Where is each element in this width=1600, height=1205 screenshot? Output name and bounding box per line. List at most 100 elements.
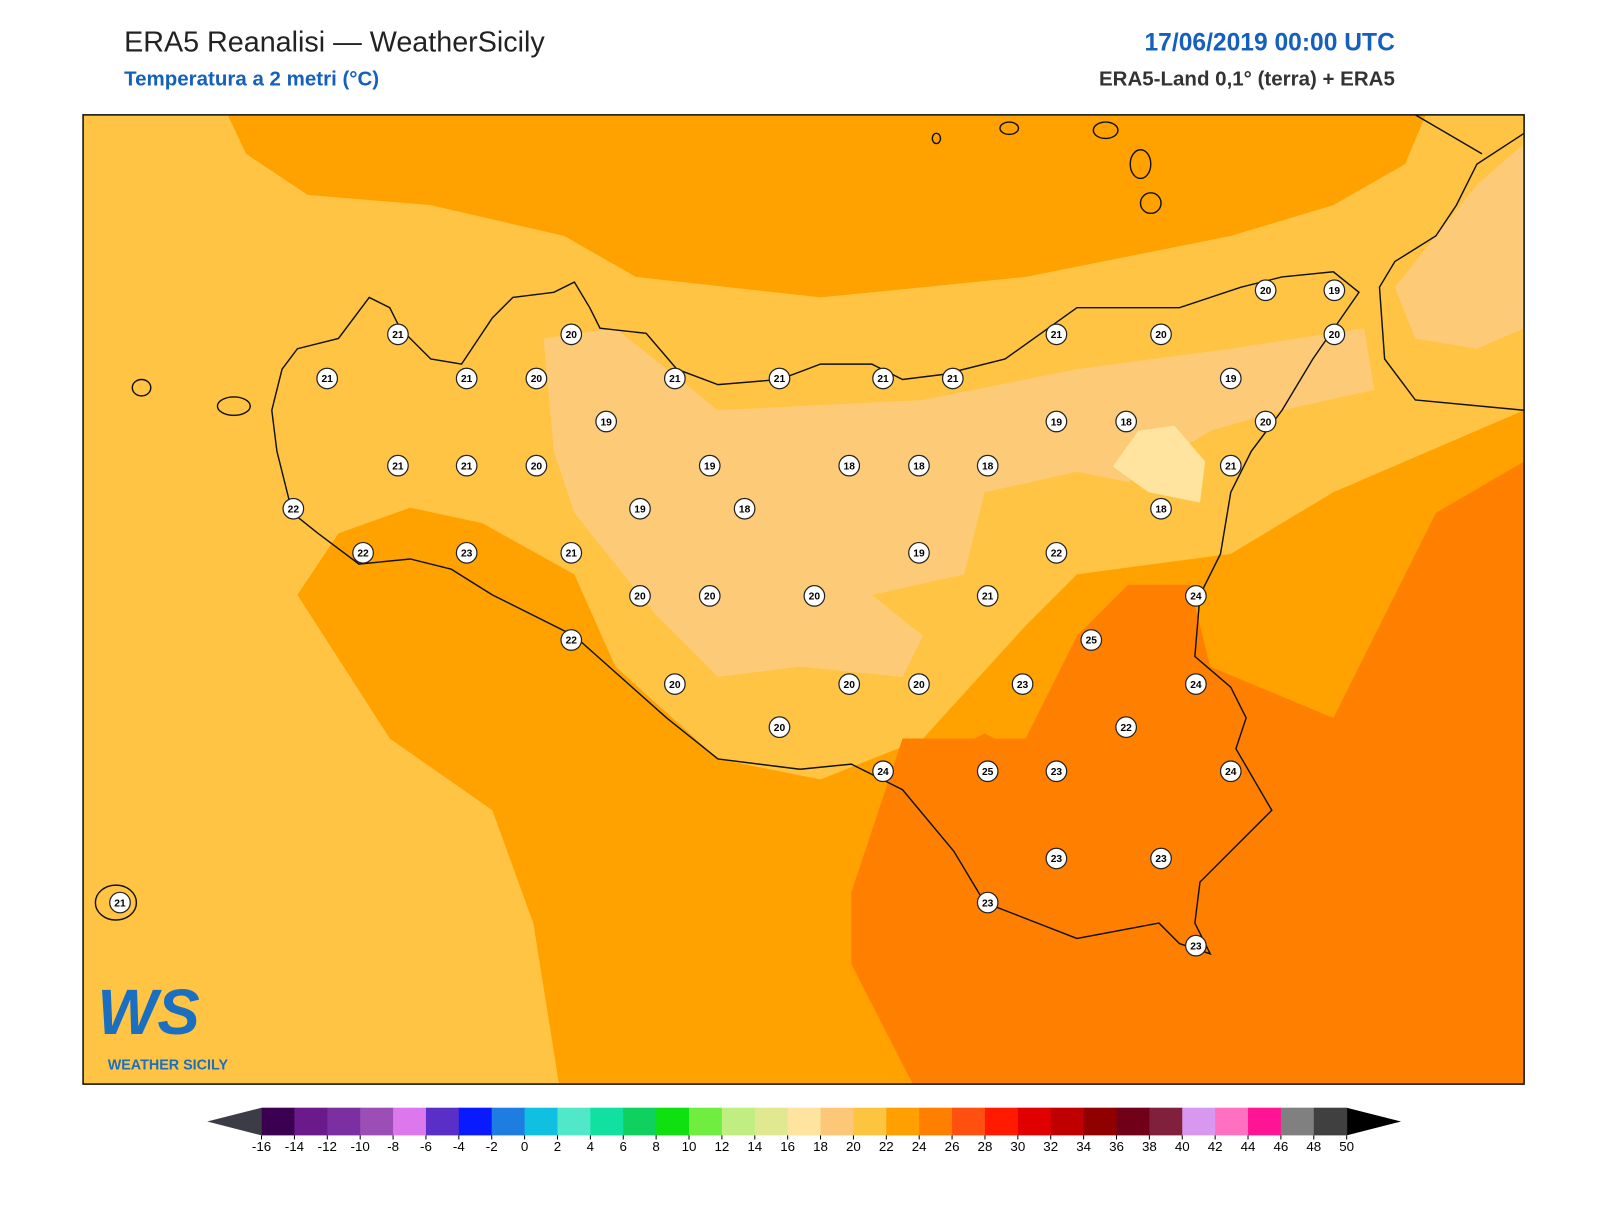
colorbar-segment [984,1107,1019,1136]
station: 19 [908,541,930,564]
station-marker [768,367,791,390]
colorbar-tick-label: 50 [1339,1139,1354,1154]
colorbar-segment [524,1107,558,1136]
station: 21 [872,367,894,390]
station-marker [698,454,721,477]
station-value: 18 [739,504,751,515]
station-marker [1080,629,1103,651]
colorbar-tick-label: -14 [285,1139,305,1154]
station: 21 [455,367,478,390]
station-marker [838,673,861,695]
station-marker [768,716,791,739]
station-marker [560,541,583,564]
colorbar-tick-label: 14 [747,1139,762,1154]
station-value: 21 [461,461,473,472]
station: 24 [1219,760,1242,783]
station-value: 19 [1225,374,1237,385]
station-value: 20 [913,680,925,691]
colorbar-segment [327,1107,361,1136]
station-marker [908,541,930,564]
colorbar-segment [853,1107,887,1136]
station-value: 19 [1051,417,1063,428]
station-value: 19 [704,461,716,472]
colorbar-tick-label: 6 [620,1139,627,1154]
station-value: 23 [1017,680,1029,691]
colorbar-segment [1116,1107,1150,1136]
colorbar-tick-label: 16 [780,1139,795,1154]
station: 21 [663,367,686,390]
colorbar-segment [656,1107,690,1136]
station: 19 [595,410,618,433]
station-marker [1219,760,1242,783]
station: 22 [282,497,305,520]
station-value: 20 [531,461,543,472]
station-marker [595,410,618,433]
colorbar-tick-label: -2 [486,1139,498,1154]
station-value: 23 [982,898,994,909]
station-marker [733,497,756,520]
colorbar-tick-label: 30 [1010,1139,1025,1154]
station-marker [316,367,339,390]
station-marker [1185,585,1207,607]
colorbar-tick-label: 46 [1273,1139,1288,1154]
station: 24 [1185,673,1207,695]
station: 20 [768,716,791,739]
station-marker [1115,716,1138,739]
colorbar-tick-label: 42 [1208,1139,1223,1154]
station-marker [455,367,478,390]
station: 20 [908,673,930,695]
station-marker [1150,323,1172,346]
station-marker [1185,673,1207,695]
colorbar-segment [787,1107,822,1136]
colorbar-tick-label: -8 [387,1139,399,1154]
station-marker [629,585,651,607]
source: ERA5-Land 0,1° (terra) + ERA5 [1099,67,1395,90]
station: 23 [455,541,478,564]
station-value: 22 [1051,549,1063,560]
station-value: 20 [844,680,856,691]
station-value: 20 [774,723,786,734]
map-frame [82,114,1525,1085]
station-value: 19 [1329,286,1341,297]
station: 24 [1185,585,1207,607]
station-marker [1185,934,1207,957]
station-marker [976,585,999,607]
station: 23 [1045,847,1068,870]
station-value: 20 [634,592,646,603]
station-value: 21 [774,374,786,385]
station: 21 [1045,323,1068,346]
station-value: 21 [566,549,578,560]
stations: 21 20 21 20 20 19 20 21 21 20 21 21 21 21 19 19 19 18 20 21… [109,279,1346,957]
colorbar-tick-label: 2 [554,1139,561,1154]
station-marker [1150,497,1172,520]
station: 22 [560,629,583,651]
station-value: 19 [913,549,925,560]
station-marker [1045,760,1068,783]
station: 20 [1254,410,1277,433]
station-marker [109,891,131,914]
subtitle: Temperatura a 2 metri (°C) [124,67,379,90]
station-marker [1045,541,1068,564]
colorbar-segment [1248,1107,1282,1136]
station: 23 [1011,673,1034,695]
station-marker [525,367,548,390]
station-value: 21 [392,461,404,472]
station-marker [1323,279,1346,302]
station: 20 [1323,323,1346,346]
station: 20 [1150,323,1172,346]
station: 18 [908,454,930,477]
station-value: 21 [392,330,404,341]
colorbar-segment [623,1107,657,1136]
colorbar-tick-label: 24 [912,1139,927,1154]
colorbar-tick-label: 4 [587,1139,595,1154]
station: 21 [1219,454,1242,477]
colorbar-tick-label: 18 [813,1139,828,1154]
colorbar-segment [1280,1107,1315,1136]
logo-text: WEATHER SICILY [108,1057,229,1073]
station-value: 18 [1155,504,1167,515]
colorbar-over [1346,1107,1402,1136]
station: 20 [525,454,548,477]
station-value: 22 [357,549,369,560]
station-marker [455,541,478,564]
